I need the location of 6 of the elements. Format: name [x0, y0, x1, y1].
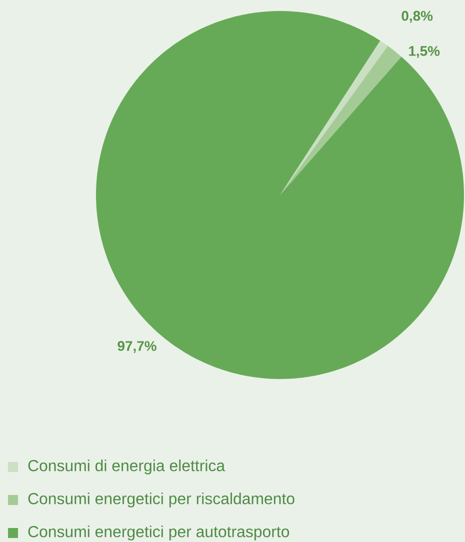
- legend-label: Consumi di energia elettrica: [28, 460, 226, 474]
- data-label: 0,8%: [402, 10, 433, 23]
- legend-label: Consumi energetici per riscaldamento: [28, 492, 294, 508]
- legend-label: Consumi energetici per autotrasporto: [28, 526, 290, 540]
- data-label: 1,5%: [409, 46, 440, 58]
- data-label: 97,7%: [118, 341, 156, 353]
